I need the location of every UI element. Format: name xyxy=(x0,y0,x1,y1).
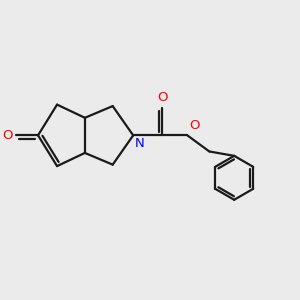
Text: O: O xyxy=(189,119,199,132)
Text: O: O xyxy=(157,91,168,104)
Text: O: O xyxy=(2,129,13,142)
Text: N: N xyxy=(135,137,144,150)
